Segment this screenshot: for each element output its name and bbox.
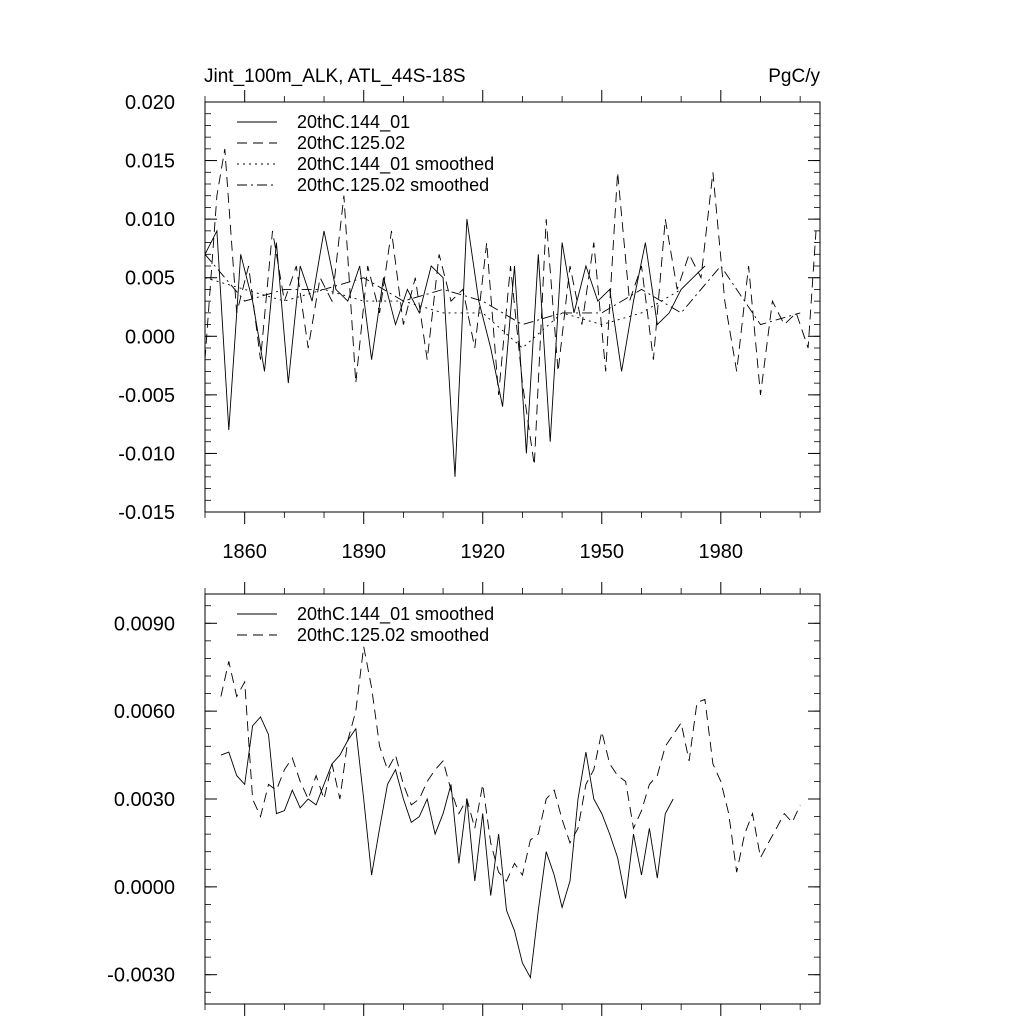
y-tick-label: -0.0030 xyxy=(107,965,175,987)
top-plot-frame xyxy=(204,101,821,513)
y-tick-label: 0.0090 xyxy=(114,613,175,635)
series-line-0-2 xyxy=(204,277,682,349)
y-tick-label: -0.010 xyxy=(118,443,175,465)
y-tick-label: 0.0000 xyxy=(114,877,175,899)
series-line-0-3 xyxy=(204,254,801,326)
x-tick-label: 1890 xyxy=(341,541,386,563)
y-tick-label: -0.005 xyxy=(118,385,175,407)
series-line-1-1 xyxy=(220,646,801,882)
legend-label: 20thC.125.02 smoothed xyxy=(297,625,489,645)
bottom-panel: -0.0030 0.0000 0.0030 0.0060 0.0090 20thC.14… xyxy=(107,582,821,1016)
series-line-0-1 xyxy=(204,148,817,466)
top-panel: Jint_100m_ALK, ATL_44S-18S PgC/y -0.015 -… xyxy=(118,66,821,563)
series-line-1-0 xyxy=(220,716,674,980)
y-tick-label: 0.0030 xyxy=(114,789,175,811)
y-tick-label: 0.0060 xyxy=(114,701,175,723)
x-tick-label: 1950 xyxy=(580,541,625,563)
y-tick-label: -0.015 xyxy=(118,502,175,524)
x-tick-label: 1980 xyxy=(699,541,744,563)
x-tick-label: 1920 xyxy=(460,541,505,563)
y-tick-label: 0.000 xyxy=(125,326,175,348)
y-tick-label: 0.015 xyxy=(125,151,175,173)
legend-label: 20thC.144_01 xyxy=(297,112,410,133)
top-panel-units: PgC/y xyxy=(768,66,820,87)
legend-label: 20thC.125.02 smoothed xyxy=(297,175,489,195)
bottom-plot-frame xyxy=(204,593,821,1005)
legend-label: 20thC.144_01 smoothed xyxy=(297,604,494,625)
y-tick-label: 0.020 xyxy=(125,92,175,114)
y-tick-label: 0.005 xyxy=(125,268,175,290)
legend-label: 20thC.144_01 smoothed xyxy=(297,154,494,175)
y-tick-label: 0.010 xyxy=(125,209,175,231)
series-line-0-0 xyxy=(204,219,706,477)
top-panel-title: Jint_100m_ALK, ATL_44S-18S xyxy=(204,66,466,87)
x-tick-label: 1860 xyxy=(222,541,267,563)
legend-label: 20thC.125.02 xyxy=(297,133,405,153)
